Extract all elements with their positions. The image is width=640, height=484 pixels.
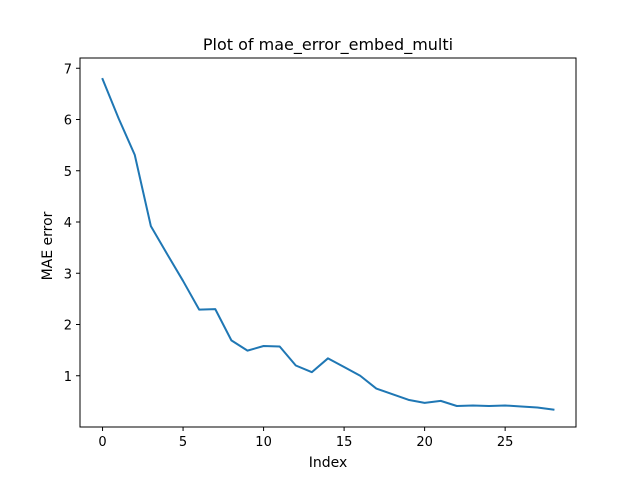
y-tick-label: 7 (64, 62, 72, 77)
x-tick-label: 10 (255, 435, 272, 450)
y-axis-label: MAE error (40, 211, 56, 280)
y-tick-label: 2 (64, 319, 72, 334)
series-line (101, 77, 555, 411)
chart-title: Plot of mae_error_embed_multi (203, 35, 453, 55)
x-axis-label: Index (309, 455, 348, 471)
series-layer (101, 77, 555, 411)
x-tick-label: 25 (497, 435, 514, 450)
x-tick-label: 15 (336, 435, 353, 450)
plot-frame (79, 57, 577, 428)
y-tick-label: 4 (64, 216, 72, 231)
y-tick-label: 3 (64, 267, 72, 282)
axes: 0 5 10 15 20 25 1 2 3 4 5 6 7 (64, 57, 577, 450)
x-tick-label: 20 (416, 435, 433, 450)
y-tick-label: 6 (64, 114, 72, 129)
x-tick-label: 0 (98, 435, 106, 450)
y-tick-label: 1 (64, 370, 72, 385)
y-tick-label: 5 (64, 165, 72, 180)
x-tick-label: 5 (179, 435, 187, 450)
